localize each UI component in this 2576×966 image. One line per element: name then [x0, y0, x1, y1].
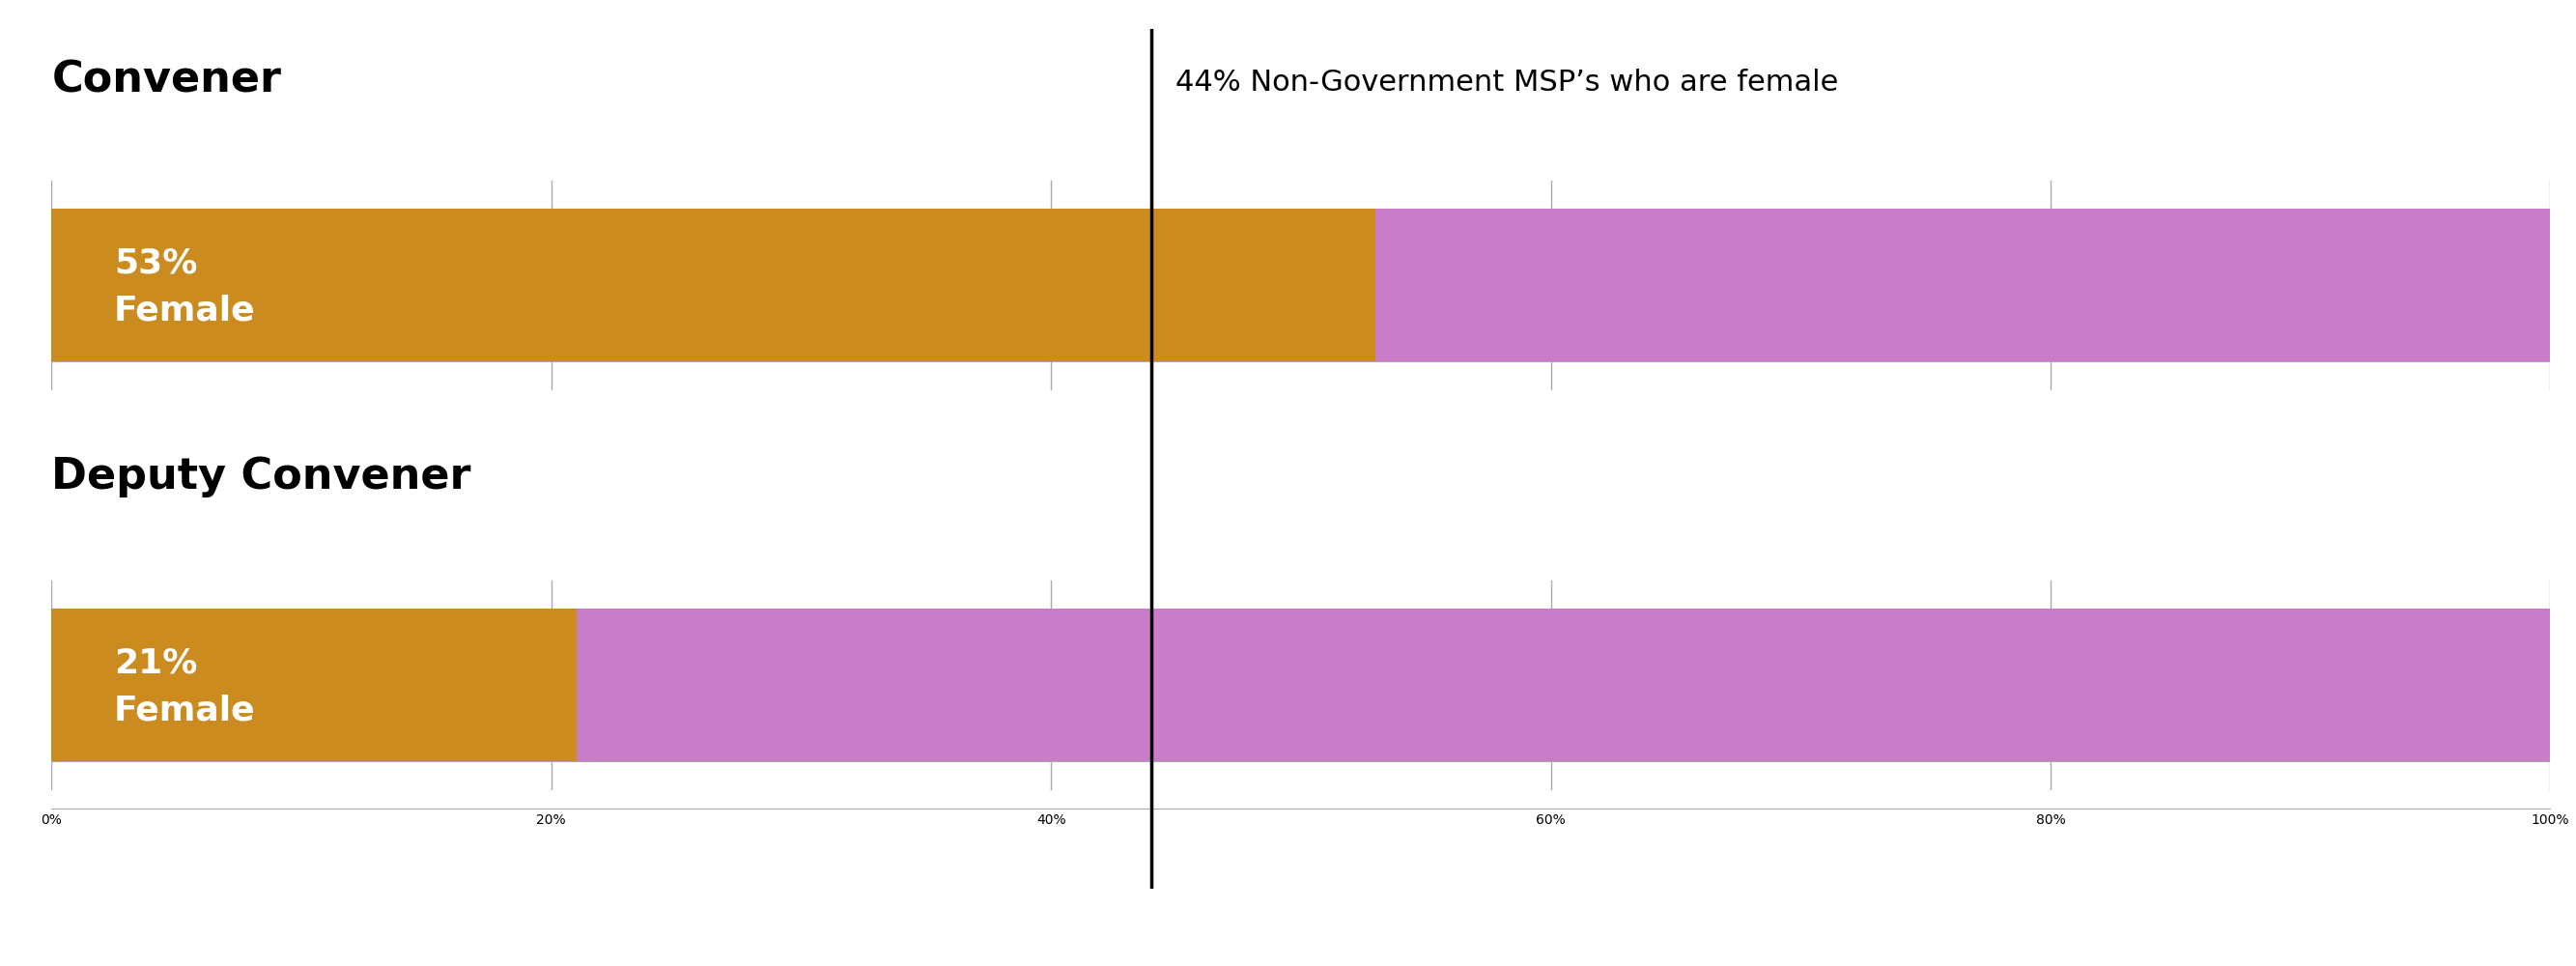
Bar: [577, 609, 2550, 761]
Bar: [52, 209, 1376, 361]
Text: Deputy Convener: Deputy Convener: [52, 456, 471, 497]
Bar: [1376, 209, 2550, 361]
Bar: [52, 609, 577, 761]
Text: Female: Female: [113, 295, 255, 327]
Text: 44% Non-Government MSP’s who are female: 44% Non-Government MSP’s who are female: [1175, 69, 1839, 97]
Text: 53%: 53%: [113, 246, 198, 279]
Text: Convener: Convener: [52, 60, 281, 101]
Text: 21%: 21%: [113, 646, 198, 679]
Text: Female: Female: [113, 695, 255, 727]
